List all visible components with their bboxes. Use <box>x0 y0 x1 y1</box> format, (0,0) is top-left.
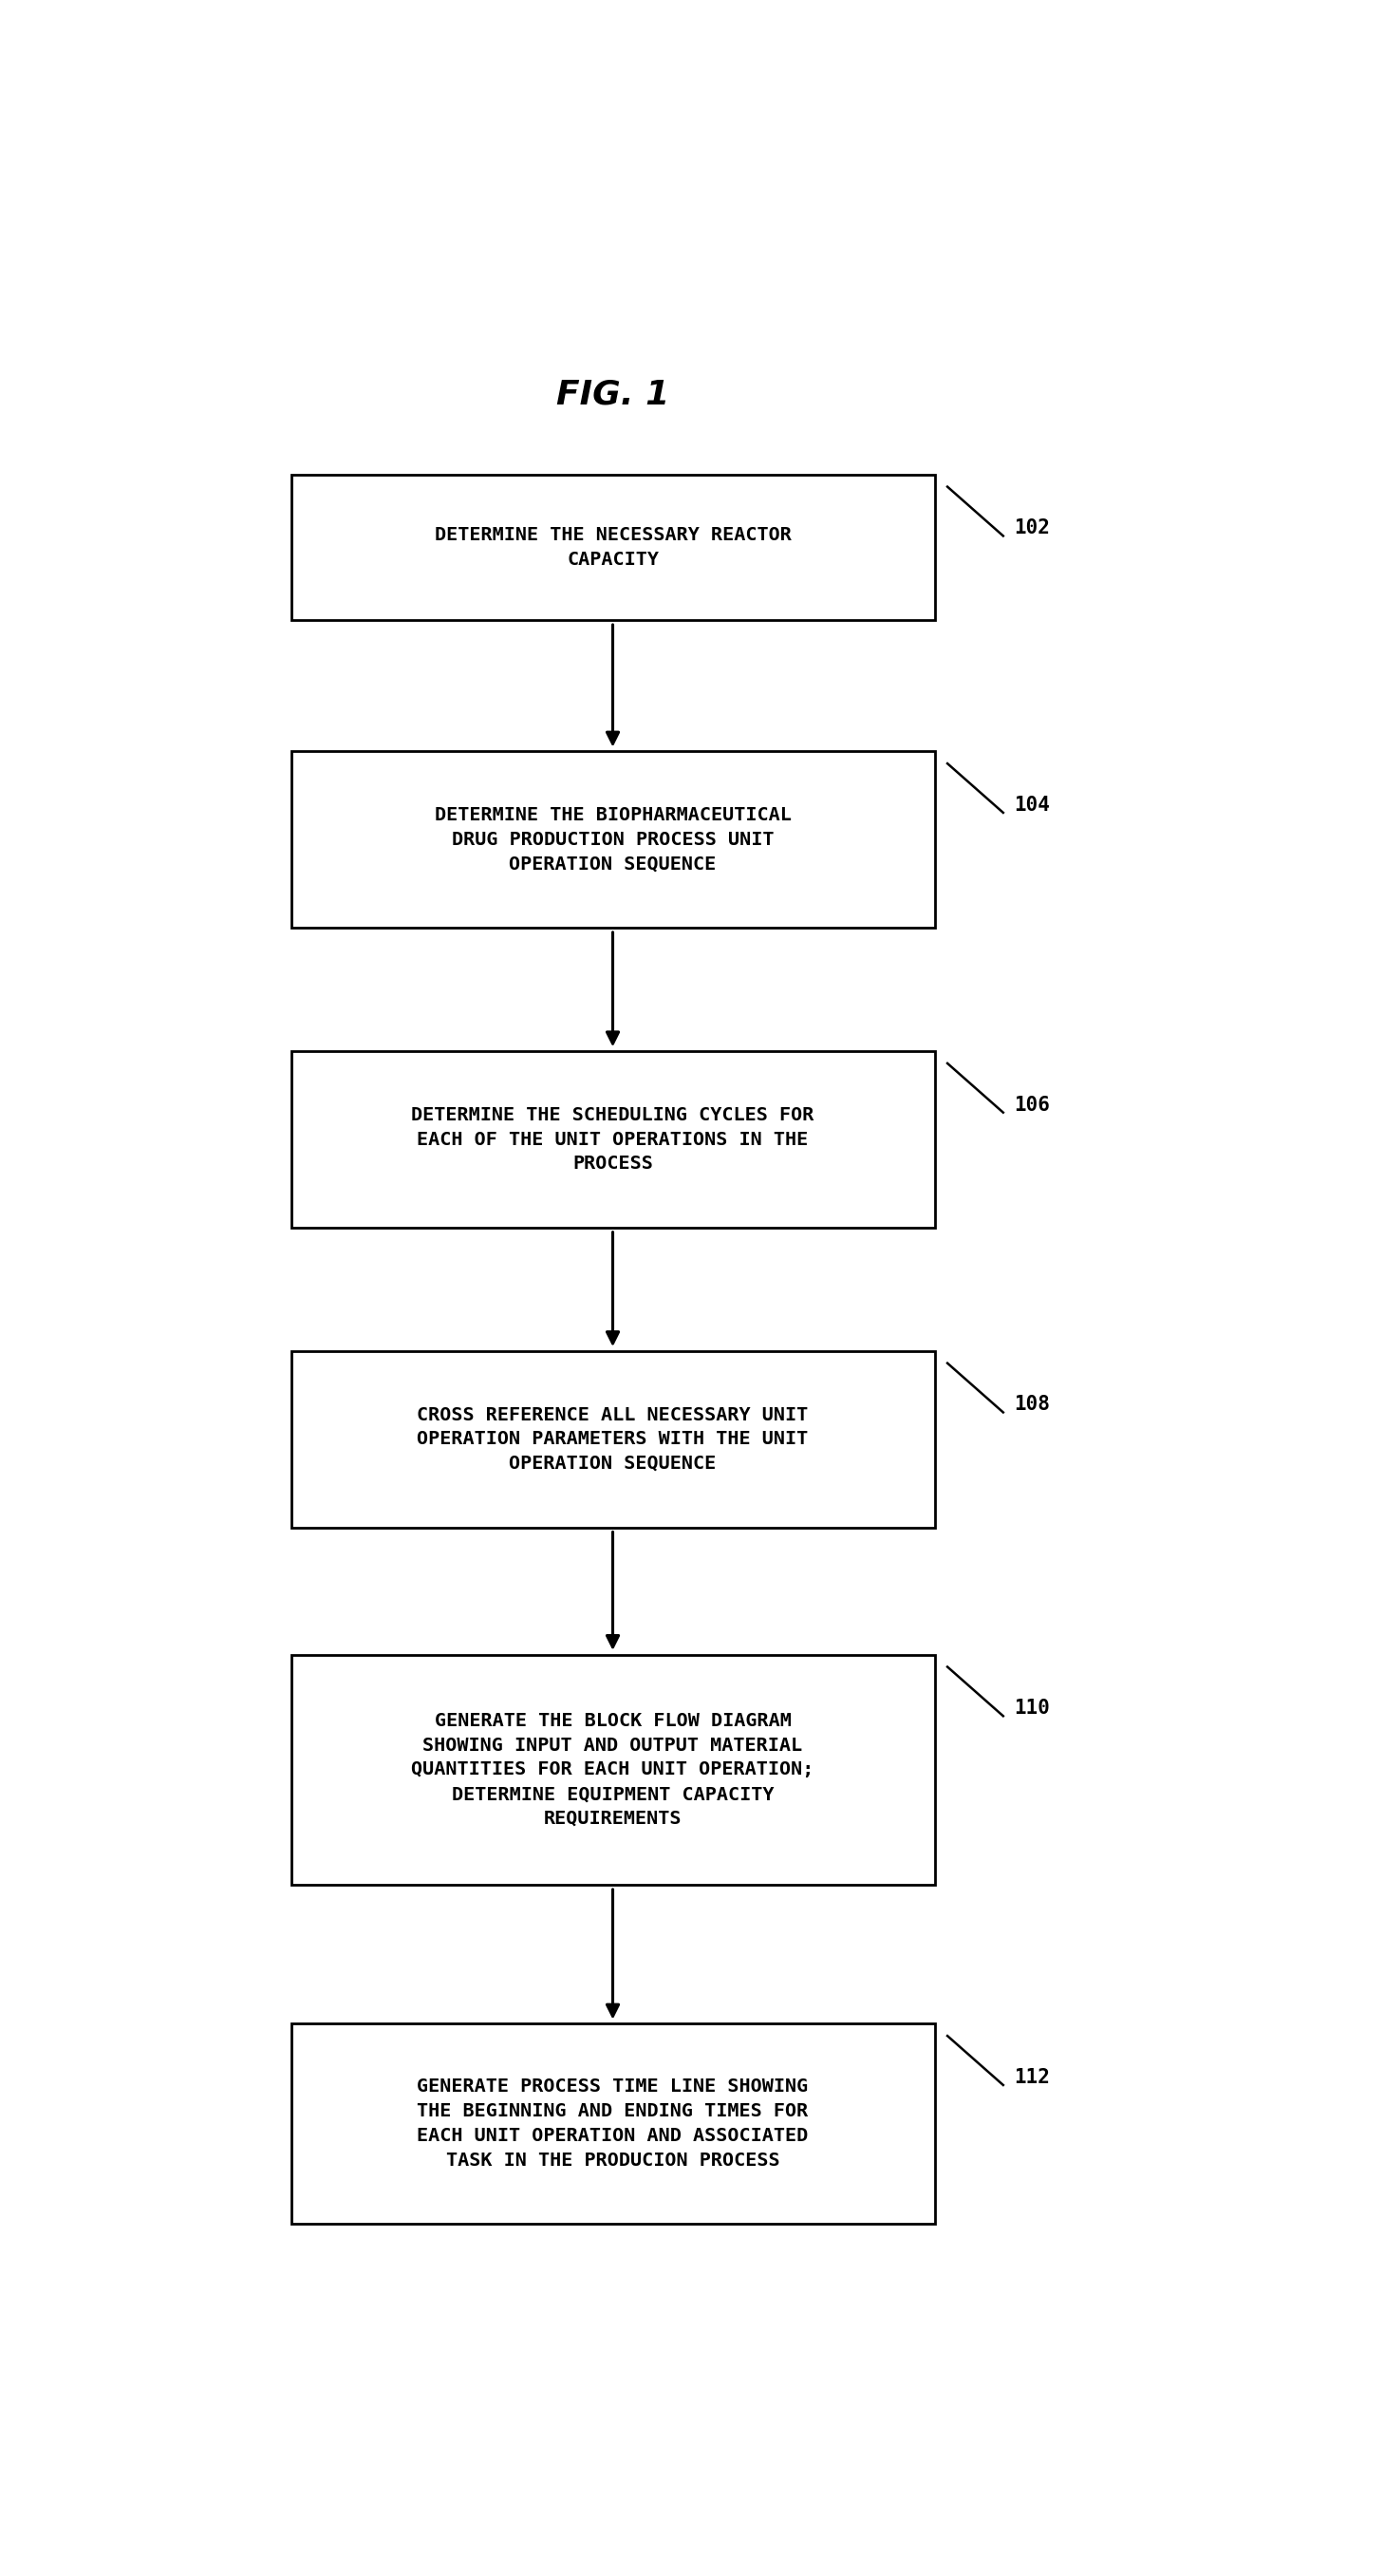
Text: FIG. 1: FIG. 1 <box>556 379 670 410</box>
Text: GENERATE PROCESS TIME LINE SHOWING
THE BEGINNING AND ENDING TIMES FOR
EACH UNIT : GENERATE PROCESS TIME LINE SHOWING THE B… <box>417 2079 808 2169</box>
Text: 112: 112 <box>1014 2069 1050 2087</box>
Bar <box>291 1051 934 1229</box>
Bar <box>291 1654 934 1886</box>
Text: GENERATE THE BLOCK FLOW DIAGRAM
SHOWING INPUT AND OUTPUT MATERIAL
QUANTITIES FOR: GENERATE THE BLOCK FLOW DIAGRAM SHOWING … <box>411 1713 814 1829</box>
Bar <box>291 752 934 927</box>
Text: DETERMINE THE SCHEDULING CYCLES FOR
EACH OF THE UNIT OPERATIONS IN THE
PROCESS: DETERMINE THE SCHEDULING CYCLES FOR EACH… <box>411 1105 814 1172</box>
Bar <box>291 474 934 621</box>
Text: DETERMINE THE NECESSARY REACTOR
CAPACITY: DETERMINE THE NECESSARY REACTOR CAPACITY <box>435 526 792 569</box>
Text: 104: 104 <box>1014 796 1050 814</box>
Text: CROSS REFERENCE ALL NECESSARY UNIT
OPERATION PARAMETERS WITH THE UNIT
OPERATION : CROSS REFERENCE ALL NECESSARY UNIT OPERA… <box>417 1406 808 1473</box>
Text: 110: 110 <box>1014 1698 1050 1718</box>
Bar <box>291 1350 934 1528</box>
Bar <box>291 2025 934 2223</box>
Text: 108: 108 <box>1014 1396 1050 1414</box>
Text: 102: 102 <box>1014 518 1050 538</box>
Text: DETERMINE THE BIOPHARMACEUTICAL
DRUG PRODUCTION PROCESS UNIT
OPERATION SEQUENCE: DETERMINE THE BIOPHARMACEUTICAL DRUG PRO… <box>435 806 792 873</box>
Text: 106: 106 <box>1014 1095 1050 1115</box>
